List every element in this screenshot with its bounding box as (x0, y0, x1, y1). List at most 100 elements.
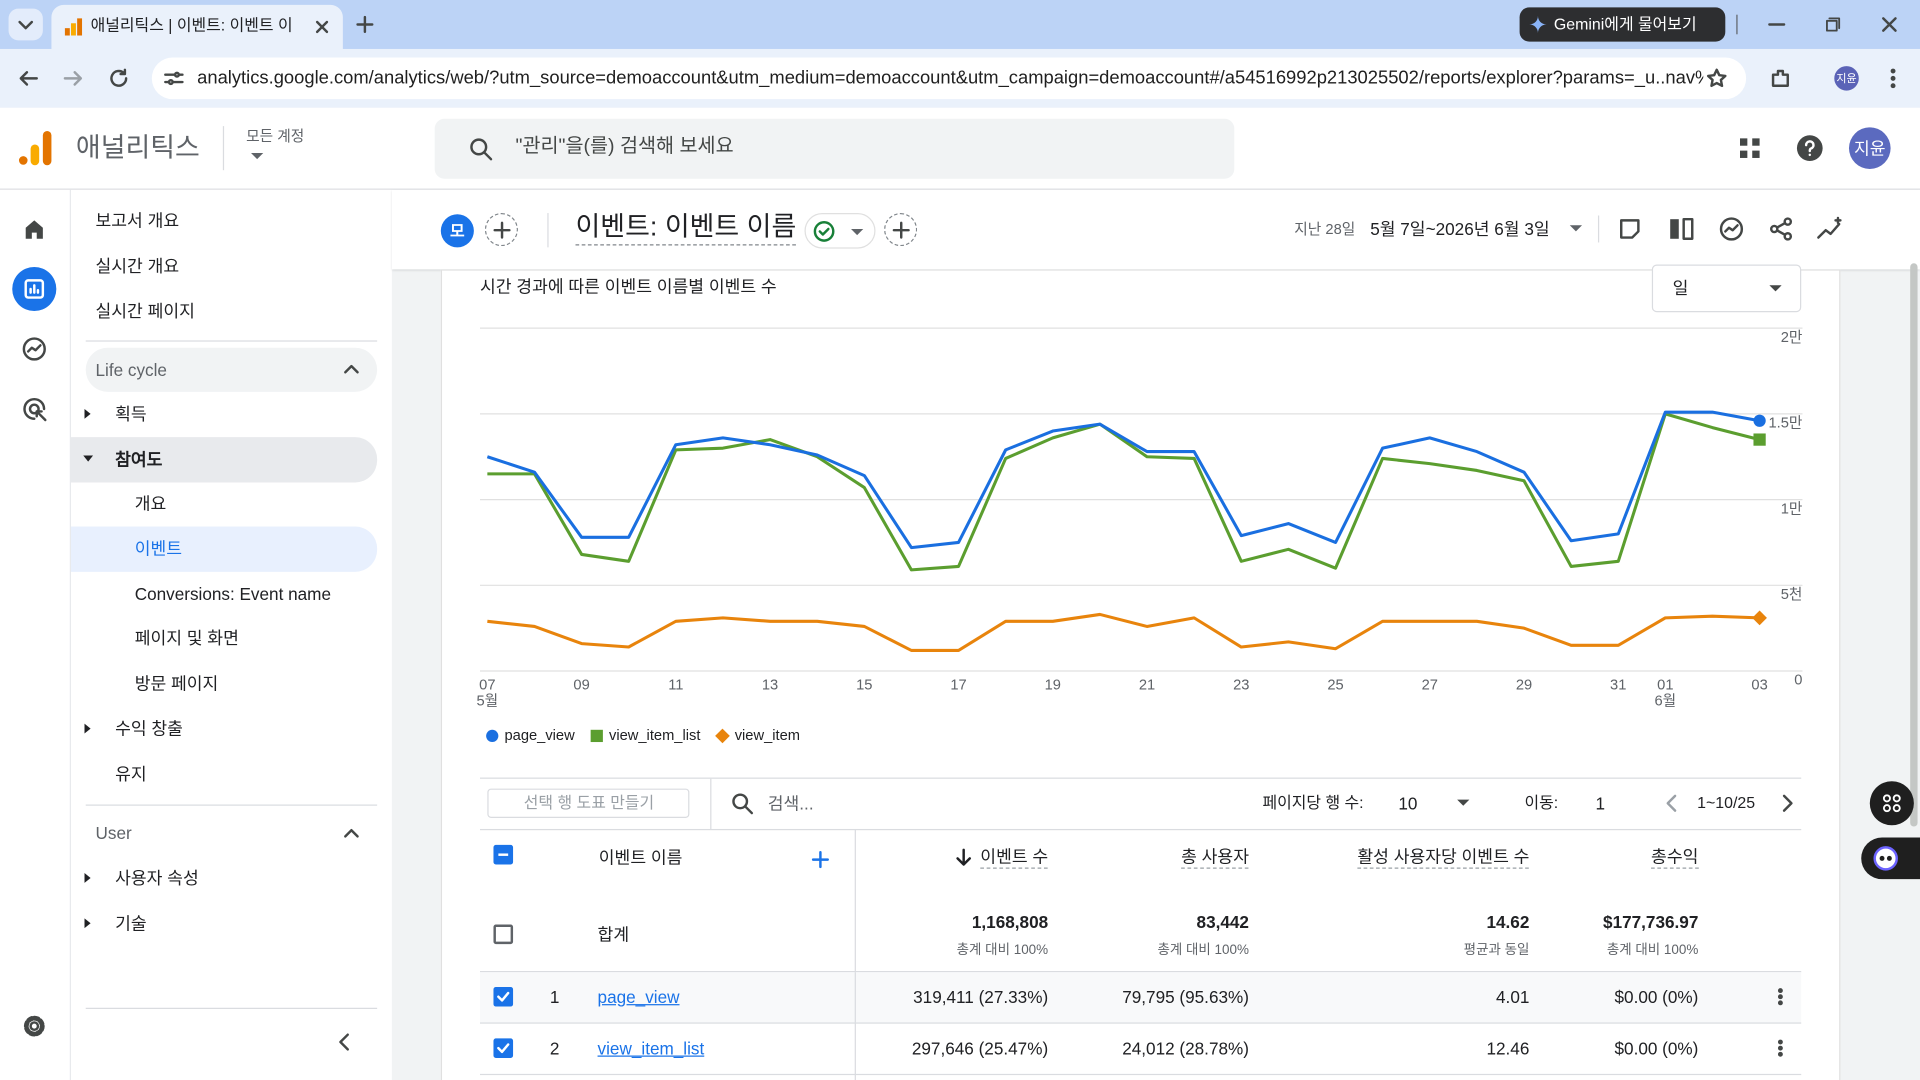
active-tab[interactable]: 애널리틱스 | 이벤트: 이벤트 이 (51, 4, 343, 49)
icon-part (1886, 855, 1892, 861)
icon-part (1770, 224, 1779, 234)
compare-icon[interactable] (1669, 217, 1694, 240)
select-all-checkbox[interactable] (493, 844, 514, 865)
goto-value[interactable]: 1 (1595, 793, 1606, 814)
add-comparison[interactable] (484, 213, 518, 247)
date-caret[interactable] (1569, 225, 1583, 232)
insights-icon[interactable] (1719, 217, 1744, 241)
nav-item[interactable]: 획득 (115, 404, 147, 424)
nav-subitem[interactable]: 페이지 및 화면 (134, 628, 239, 648)
prev-page[interactable] (1665, 794, 1677, 812)
cell: 4.01 (1496, 986, 1530, 1007)
icon-part (1873, 846, 1898, 871)
advertising-icon[interactable] (22, 397, 49, 424)
reports-icon[interactable] (12, 266, 57, 312)
nav-item[interactable]: 수익 창출 (115, 718, 183, 739)
profile-button[interactable]: 지윤 (1834, 66, 1859, 91)
row-checkbox[interactable] (493, 986, 514, 1007)
extensions-icon[interactable] (1771, 69, 1791, 89)
reload-button[interactable] (109, 68, 129, 89)
icon-part (1882, 794, 1891, 803)
row-index: 2 (549, 1038, 560, 1058)
rows-per-page[interactable]: 10 (1398, 793, 1418, 814)
floating-assistant[interactable] (1861, 837, 1920, 880)
total-note: 평균과 동일 (1463, 942, 1530, 958)
nav-item[interactable]: 사용자 속성 (115, 868, 199, 888)
column-header[interactable]: 이벤트 이름 (598, 847, 683, 867)
site-info-icon[interactable] (164, 70, 184, 87)
nav-subitem[interactable]: 방문 페이지 (134, 673, 219, 694)
icon-part (1769, 285, 1782, 292)
expand-caret (84, 723, 91, 734)
scrollbar[interactable] (1910, 263, 1918, 827)
nav-item[interactable]: 실시간 페이지 (95, 301, 195, 321)
home-icon[interactable] (23, 218, 45, 240)
column-header[interactable]: 총 사용자 (1181, 846, 1249, 869)
forward-button[interactable] (63, 69, 84, 89)
granularity-select[interactable]: 일 (1651, 264, 1802, 313)
row-menu[interactable] (1777, 988, 1783, 1006)
column-header[interactable]: 이벤트 수 (980, 846, 1049, 869)
nav-item[interactable]: 기술 (115, 913, 147, 934)
help-icon[interactable] (1796, 135, 1823, 162)
collapse-nav[interactable] (338, 1033, 350, 1051)
icon-part (64, 28, 70, 36)
row-menu[interactable] (1777, 1039, 1783, 1057)
add-report-item[interactable] (884, 213, 918, 247)
gemini-button[interactable]: Gemini에게 물어보기 (1519, 7, 1726, 42)
floating-shortcut[interactable] (1869, 781, 1914, 826)
account-label[interactable]: 모든 계정 (246, 127, 305, 145)
share-icon[interactable] (1769, 217, 1793, 241)
ga-logo[interactable] (18, 130, 52, 167)
date-range[interactable]: 5월 7일~2026년 6월 3일 (1370, 219, 1550, 239)
next-page[interactable] (1782, 794, 1794, 812)
nav-item[interactable]: 실시간 개요 (95, 255, 180, 276)
table-search[interactable]: 검색... (767, 793, 814, 814)
nav-section-title[interactable]: User (95, 822, 132, 843)
explore-icon[interactable] (22, 337, 46, 361)
nav-item[interactable]: 참여도 (115, 449, 163, 469)
settings-icon[interactable] (22, 1014, 46, 1038)
column-header[interactable]: 총수익 (1651, 846, 1699, 869)
nav-item[interactable]: 유지 (115, 764, 147, 784)
event-name-link[interactable]: view_item_list (597, 1038, 705, 1058)
search-placeholder: "관리"을(를) 검색해 보세요 (515, 135, 734, 157)
address-bar[interactable]: analytics.google.com/analytics/web/?utm_… (151, 57, 1747, 100)
caret[interactable] (1457, 799, 1470, 807)
plot-rows-button[interactable]: 선택 행 도표 만들기 (487, 788, 690, 818)
nav-item[interactable]: 보고서 개요 (95, 210, 180, 231)
nav-subitem[interactable]: 개요 (134, 493, 167, 514)
collapse-chevron[interactable] (344, 828, 359, 838)
bookmark-star[interactable] (1706, 68, 1727, 89)
nav-section-header[interactable] (85, 347, 378, 392)
row-checkbox[interactable] (493, 1038, 514, 1058)
totals-checkbox[interactable] (493, 924, 514, 945)
report-status[interactable] (804, 213, 876, 249)
sort-arrow[interactable] (956, 848, 972, 866)
explore-trend-icon[interactable] (1817, 216, 1844, 241)
comparison-badge[interactable]: 모 (440, 214, 474, 248)
back-button[interactable] (18, 69, 38, 89)
nav-subitem[interactable]: Conversions: Event name (134, 584, 331, 604)
tab-search-button[interactable] (8, 8, 43, 41)
account-avatar[interactable]: 지윤 (1848, 127, 1891, 169)
account-caret[interactable] (251, 153, 264, 160)
restore[interactable] (1824, 16, 1841, 33)
close-window[interactable] (1881, 16, 1898, 33)
total-value: 1,168,808 (971, 912, 1049, 932)
minimize[interactable] (1768, 16, 1786, 33)
nav-subitem-active[interactable]: 이벤트 (134, 538, 183, 559)
column-header[interactable]: 활성 사용자당 이벤트 수 (1357, 846, 1530, 869)
browser-menu[interactable] (1890, 68, 1896, 89)
collapse-chevron[interactable] (344, 364, 359, 374)
assistant-icon (1873, 846, 1898, 871)
add-dimension[interactable] (811, 851, 829, 869)
search-box[interactable]: "관리"을(를) 검색해 보세요 (434, 118, 1235, 179)
apps-icon[interactable] (1739, 137, 1761, 159)
icon-part (1777, 1045, 1783, 1051)
report-header (391, 189, 1920, 270)
customize-icon[interactable] (1619, 218, 1641, 240)
event-name-link[interactable]: page_view (597, 986, 680, 1007)
new-tab[interactable] (356, 15, 374, 34)
tab-close[interactable] (313, 18, 330, 35)
